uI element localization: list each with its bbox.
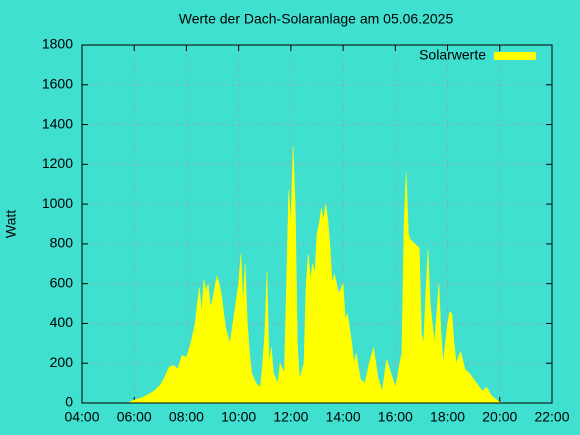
legend-swatch (494, 52, 536, 60)
y-tick-label: 600 (50, 274, 74, 290)
y-tick-label: 0 (65, 394, 73, 410)
y-axis-label: Watt (3, 210, 19, 238)
area (129, 146, 503, 404)
x-tick-label: 06:00 (117, 409, 152, 425)
x-tick-label: 04:00 (64, 409, 99, 425)
y-tick-label: 1200 (42, 155, 73, 171)
y-tick-label: 1400 (42, 115, 73, 131)
x-tick-label: 12:00 (273, 409, 308, 425)
chart-title: Werte der Dach-Solaranlage am 05.06.2025 (179, 11, 454, 27)
x-tick-label: 14:00 (326, 409, 361, 425)
x-tick-label: 22:00 (534, 409, 569, 425)
x-tick-label: 20:00 (482, 409, 517, 425)
x-tick-label: 08:00 (169, 409, 204, 425)
y-tick-label: 200 (50, 354, 74, 370)
x-tick-label: 10:00 (221, 409, 256, 425)
legend-label: Solarwerte (419, 47, 486, 63)
x-tick-label: 18:00 (430, 409, 465, 425)
y-tick-label: 1800 (42, 36, 73, 52)
y-tick-label: 400 (50, 314, 74, 330)
x-tick-label: 16:00 (378, 409, 413, 425)
y-tick-label: 800 (50, 235, 74, 251)
y-tick-label: 1600 (42, 75, 73, 91)
y-tick-label: 1000 (42, 195, 73, 211)
plot-border (81, 44, 553, 404)
